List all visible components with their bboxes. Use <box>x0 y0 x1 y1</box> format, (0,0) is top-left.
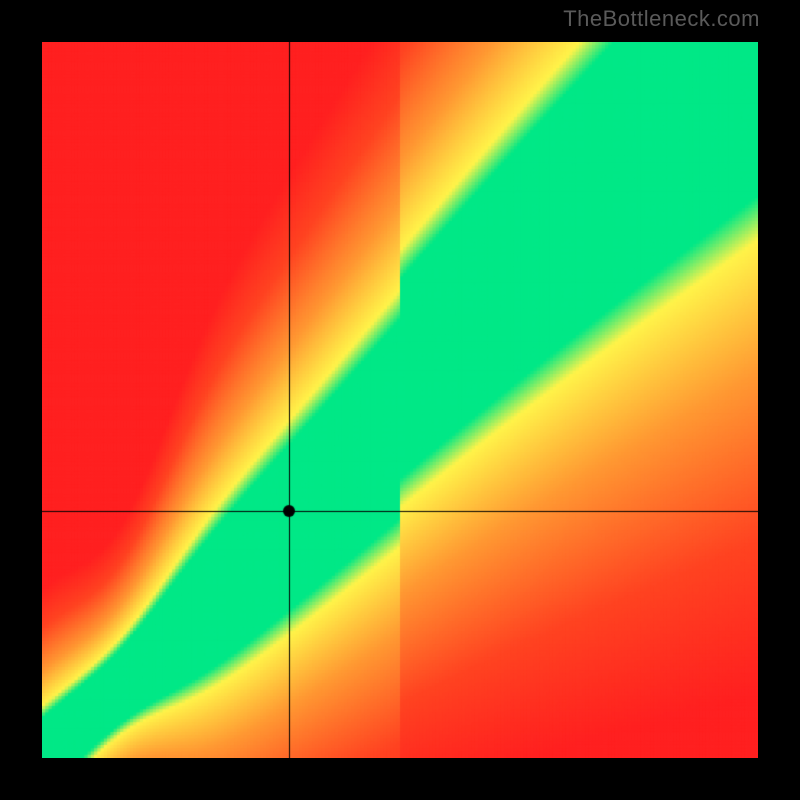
heatmap-canvas <box>42 42 758 758</box>
heatmap-plot <box>42 42 758 758</box>
chart-container: TheBottleneck.com <box>0 0 800 800</box>
watermark-text: TheBottleneck.com <box>563 6 760 32</box>
